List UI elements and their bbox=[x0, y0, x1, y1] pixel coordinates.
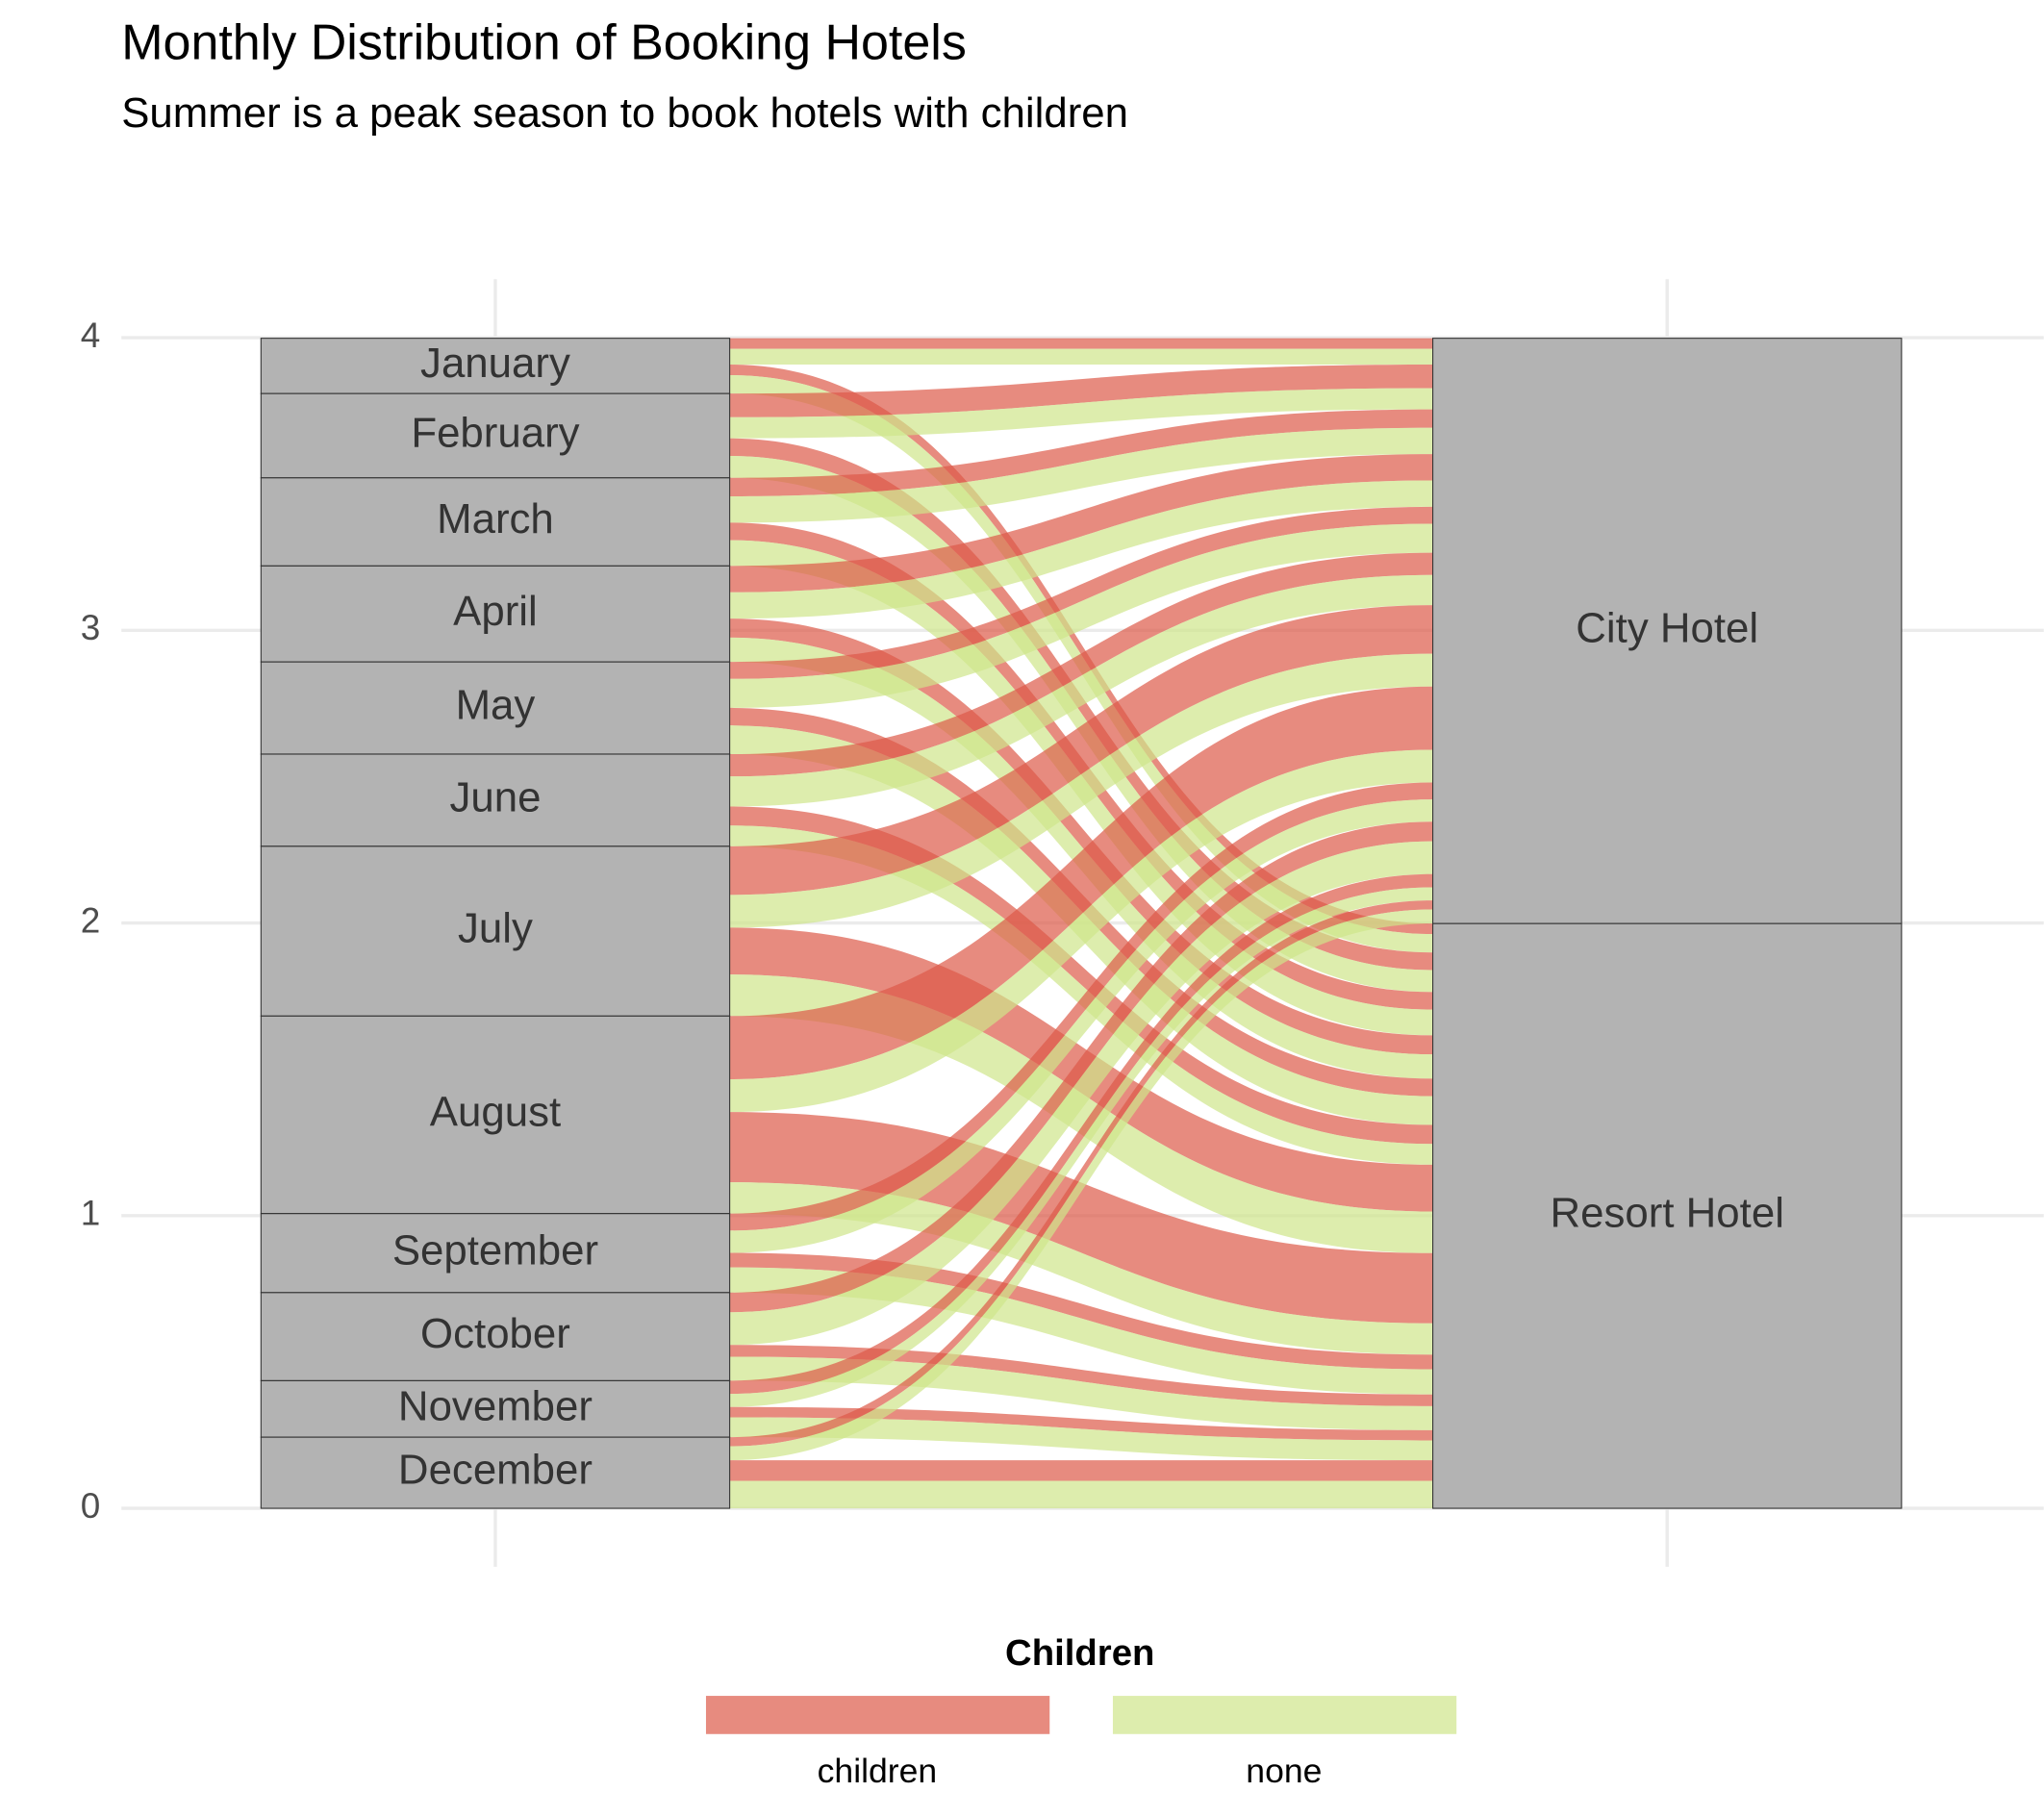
stratum-label: October bbox=[420, 1310, 570, 1357]
flow bbox=[729, 523, 1433, 708]
stratum bbox=[260, 1213, 731, 1294]
flow bbox=[729, 1460, 1433, 1481]
stratum bbox=[260, 1379, 731, 1438]
stratum-label: May bbox=[456, 682, 536, 729]
legend: children none bbox=[705, 1696, 1457, 1790]
stratum-label: April bbox=[453, 588, 538, 635]
stratum-label: City Hotel bbox=[1576, 604, 1758, 651]
flow bbox=[729, 841, 1433, 1346]
flow bbox=[729, 653, 1433, 928]
chart-title: Monthly Distribution of Booking Hotels bbox=[121, 15, 967, 71]
y-tick-label: 0 bbox=[81, 1486, 101, 1526]
stratum bbox=[260, 845, 731, 1017]
flow bbox=[729, 427, 1433, 523]
stratum bbox=[260, 753, 731, 847]
legend-swatch bbox=[1112, 1696, 1457, 1734]
stratum-label: July bbox=[458, 905, 533, 952]
flow bbox=[729, 806, 1433, 1145]
stratum bbox=[260, 661, 731, 755]
flow bbox=[729, 480, 1433, 619]
flow bbox=[729, 605, 1433, 896]
flow bbox=[729, 348, 1433, 366]
stratum bbox=[260, 338, 731, 394]
y-tick-label: 4 bbox=[81, 315, 101, 355]
flow bbox=[729, 1406, 1433, 1441]
flow bbox=[729, 749, 1433, 1113]
flow bbox=[729, 799, 1433, 1253]
flow bbox=[729, 909, 1433, 1461]
flow bbox=[729, 365, 1433, 935]
stratum-label: Resort Hotel bbox=[1551, 1190, 1784, 1237]
y-tick-label: 1 bbox=[81, 1194, 101, 1233]
flow bbox=[729, 887, 1433, 1407]
stratum bbox=[260, 392, 731, 479]
flows bbox=[729, 338, 1433, 1509]
flow bbox=[729, 455, 1433, 993]
flow bbox=[729, 1480, 1433, 1509]
stratum bbox=[1432, 922, 1903, 1509]
stratum-label: January bbox=[420, 340, 570, 387]
flow bbox=[729, 618, 1433, 1055]
flow bbox=[729, 388, 1433, 439]
flow bbox=[729, 974, 1433, 1253]
flow bbox=[729, 1112, 1433, 1324]
flow bbox=[729, 825, 1433, 1165]
flow bbox=[729, 686, 1433, 1080]
flow bbox=[729, 506, 1433, 679]
stratum bbox=[260, 477, 731, 567]
chart-subtitle: Summer is a peak season to book hotels w… bbox=[121, 89, 1128, 137]
stratum-label: March bbox=[437, 495, 554, 543]
y-tick-label: 2 bbox=[81, 900, 101, 940]
legend-swatch bbox=[705, 1696, 1050, 1734]
stratum bbox=[260, 1015, 731, 1215]
legend-title: Children bbox=[1005, 1632, 1154, 1674]
flow bbox=[729, 1252, 1433, 1370]
flow bbox=[729, 574, 1433, 807]
flow bbox=[729, 873, 1433, 1395]
stratum-label: June bbox=[449, 773, 541, 820]
legend-label: children bbox=[818, 1752, 938, 1790]
strata: January February March April May June July Augu… bbox=[260, 338, 1903, 1509]
stratum-label: August bbox=[430, 1089, 561, 1136]
flow bbox=[729, 1417, 1433, 1461]
flow bbox=[729, 1345, 1433, 1406]
stratum bbox=[1432, 338, 1903, 924]
legend-label: none bbox=[1246, 1752, 1322, 1790]
flow bbox=[729, 1267, 1433, 1395]
flow bbox=[729, 1182, 1433, 1355]
stratum-label: September bbox=[392, 1226, 598, 1274]
stratum bbox=[260, 565, 731, 663]
stratum-label: February bbox=[411, 410, 579, 457]
y-tick-label: 3 bbox=[81, 608, 101, 647]
flow bbox=[729, 365, 1433, 417]
flow bbox=[729, 454, 1433, 593]
flow bbox=[729, 409, 1433, 496]
stratum bbox=[260, 1436, 731, 1509]
stratum-label: December bbox=[398, 1447, 593, 1494]
stratum-label: November bbox=[398, 1382, 593, 1429]
flow bbox=[729, 782, 1433, 1231]
stratum bbox=[260, 1292, 731, 1381]
flow bbox=[729, 1356, 1433, 1430]
flow bbox=[729, 552, 1433, 777]
flow bbox=[729, 821, 1433, 1313]
flow bbox=[729, 900, 1433, 1447]
flow bbox=[729, 338, 1433, 349]
